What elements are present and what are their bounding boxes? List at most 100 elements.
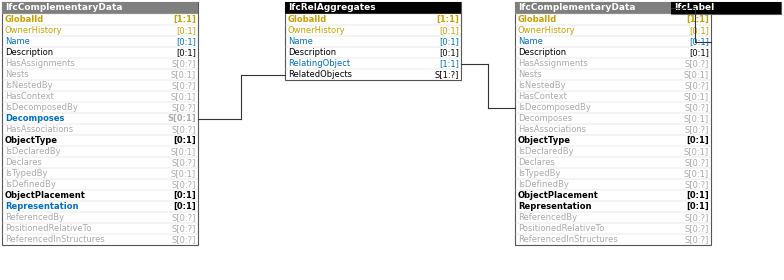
Text: S[0:?]: S[0:?] [684, 103, 709, 112]
Text: S[0:1]: S[0:1] [684, 147, 709, 156]
Text: Description: Description [5, 48, 53, 57]
Text: [0:1]: [0:1] [686, 191, 709, 200]
Text: [0:1]: [0:1] [173, 202, 196, 211]
Text: PositionedRelativeTo: PositionedRelativeTo [518, 224, 604, 233]
Text: GlobalId: GlobalId [288, 15, 327, 24]
Text: ReferencedInStructures: ReferencedInStructures [518, 235, 618, 244]
Text: OwnerHistory: OwnerHistory [518, 26, 575, 35]
Text: S[0:?]: S[0:?] [172, 81, 196, 90]
Text: [0:1]: [0:1] [439, 37, 459, 46]
Text: Decomposes: Decomposes [5, 114, 64, 123]
Text: Representation: Representation [5, 202, 78, 211]
Text: S[0:?]: S[0:?] [684, 125, 709, 134]
Text: [1:1]: [1:1] [686, 15, 709, 24]
Bar [285, 2, 461, 14]
Bar [285, 2, 461, 80]
Text: S[0:?]: S[0:?] [172, 103, 196, 112]
Text: S[0:?]: S[0:?] [684, 180, 709, 189]
Text: Name: Name [518, 37, 543, 46]
Text: Nests: Nests [518, 70, 542, 79]
Text: IsTypedBy: IsTypedBy [518, 169, 561, 178]
Text: S[0:?]: S[0:?] [684, 81, 709, 90]
Text: S[0:1]: S[0:1] [171, 147, 196, 156]
Text: Declares: Declares [518, 158, 555, 167]
Text: ReferencedInStructures: ReferencedInStructures [5, 235, 105, 244]
Text: Representation: Representation [518, 202, 591, 211]
Text: Decomposes: Decomposes [518, 114, 572, 123]
Text: ObjectType: ObjectType [5, 136, 58, 145]
Text: ObjectPlacement: ObjectPlacement [5, 191, 86, 200]
Text: Description: Description [288, 48, 336, 57]
Text: GlobalId: GlobalId [518, 15, 557, 24]
Text: [0:1]: [0:1] [439, 48, 459, 57]
Text: S[0:?]: S[0:?] [172, 158, 196, 167]
Text: [0:1]: [0:1] [686, 202, 709, 211]
Text: S[0:1]: S[0:1] [171, 92, 196, 101]
Text: [0:1]: [0:1] [173, 191, 196, 200]
Text: S[0:?]: S[0:?] [172, 235, 196, 244]
Text: [0:1]: [0:1] [689, 37, 709, 46]
Text: IsNestedBy: IsNestedBy [5, 81, 53, 90]
Text: S[0:1]: S[0:1] [167, 114, 196, 123]
Text: ObjectPlacement: ObjectPlacement [518, 191, 599, 200]
Text: [0:1]: [0:1] [689, 48, 709, 57]
Text: ReferencedBy: ReferencedBy [518, 213, 577, 222]
Text: IfcComplementaryData: IfcComplementaryData [518, 4, 636, 13]
Text: IfcComplementaryData: IfcComplementaryData [5, 4, 122, 13]
Bar [515, 2, 711, 245]
Text: IfcLabel: IfcLabel [674, 4, 714, 13]
Bar [2, 2, 198, 245]
Text: S[0:?]: S[0:?] [172, 180, 196, 189]
Text: [0:1]: [0:1] [176, 26, 196, 35]
Text: HasContext: HasContext [518, 92, 567, 101]
Text: IsDecomposedBy: IsDecomposedBy [5, 103, 78, 112]
Text: Name: Name [288, 37, 313, 46]
Text: S[0:?]: S[0:?] [172, 125, 196, 134]
Text: PositionedRelativeTo: PositionedRelativeTo [5, 224, 92, 233]
Text: HasContext: HasContext [5, 92, 54, 101]
Text: ReferencedBy: ReferencedBy [5, 213, 64, 222]
Text: [1:1]: [1:1] [439, 59, 459, 68]
Bar [671, 2, 781, 14]
Text: IsDeclaredBy: IsDeclaredBy [518, 147, 574, 156]
Text: [0:1]: [0:1] [686, 136, 709, 145]
Text: Name: Name [5, 37, 30, 46]
Text: OwnerHistory: OwnerHistory [288, 26, 346, 35]
Text: S[0:?]: S[0:?] [684, 235, 709, 244]
Text: [0:1]: [0:1] [439, 26, 459, 35]
Text: S[0:1]: S[0:1] [171, 70, 196, 79]
Text: S[0:?]: S[0:?] [684, 213, 709, 222]
Bar [515, 2, 711, 14]
Text: OwnerHistory: OwnerHistory [5, 26, 63, 35]
Text: HasAssociations: HasAssociations [518, 125, 586, 134]
Text: S[0:?]: S[0:?] [172, 224, 196, 233]
Text: S[0:?]: S[0:?] [684, 158, 709, 167]
Text: S[0:?]: S[0:?] [172, 213, 196, 222]
Text: S[0:1]: S[0:1] [684, 114, 709, 123]
Text: IsDefinedBy: IsDefinedBy [518, 180, 569, 189]
Text: S[0:1]: S[0:1] [684, 169, 709, 178]
Text: RelatingObject: RelatingObject [288, 59, 350, 68]
Text: Nests: Nests [5, 70, 29, 79]
Text: S[0:?]: S[0:?] [684, 224, 709, 233]
Text: IsDefinedBy: IsDefinedBy [5, 180, 56, 189]
Text: IsTypedBy: IsTypedBy [5, 169, 48, 178]
Text: [1:1]: [1:1] [173, 15, 196, 24]
Text: IsDecomposedBy: IsDecomposedBy [518, 103, 591, 112]
Text: Description: Description [518, 48, 566, 57]
Bar [671, 2, 781, 14]
Text: S[0:?]: S[0:?] [684, 59, 709, 68]
Text: HasAssignments: HasAssignments [518, 59, 588, 68]
Text: HasAssociations: HasAssociations [5, 125, 73, 134]
Text: [1:1]: [1:1] [436, 15, 459, 24]
Text: [0:1]: [0:1] [689, 26, 709, 35]
Text: S[0:?]: S[0:?] [172, 59, 196, 68]
Text: [0:1]: [0:1] [176, 48, 196, 57]
Text: IsDeclaredBy: IsDeclaredBy [5, 147, 60, 156]
Text: S[0:1]: S[0:1] [684, 92, 709, 101]
Text: [0:1]: [0:1] [176, 37, 196, 46]
Text: Declares: Declares [5, 158, 42, 167]
Text: S[0:1]: S[0:1] [171, 169, 196, 178]
Text: S[1:?]: S[1:?] [434, 70, 459, 79]
Text: S[0:1]: S[0:1] [684, 70, 709, 79]
